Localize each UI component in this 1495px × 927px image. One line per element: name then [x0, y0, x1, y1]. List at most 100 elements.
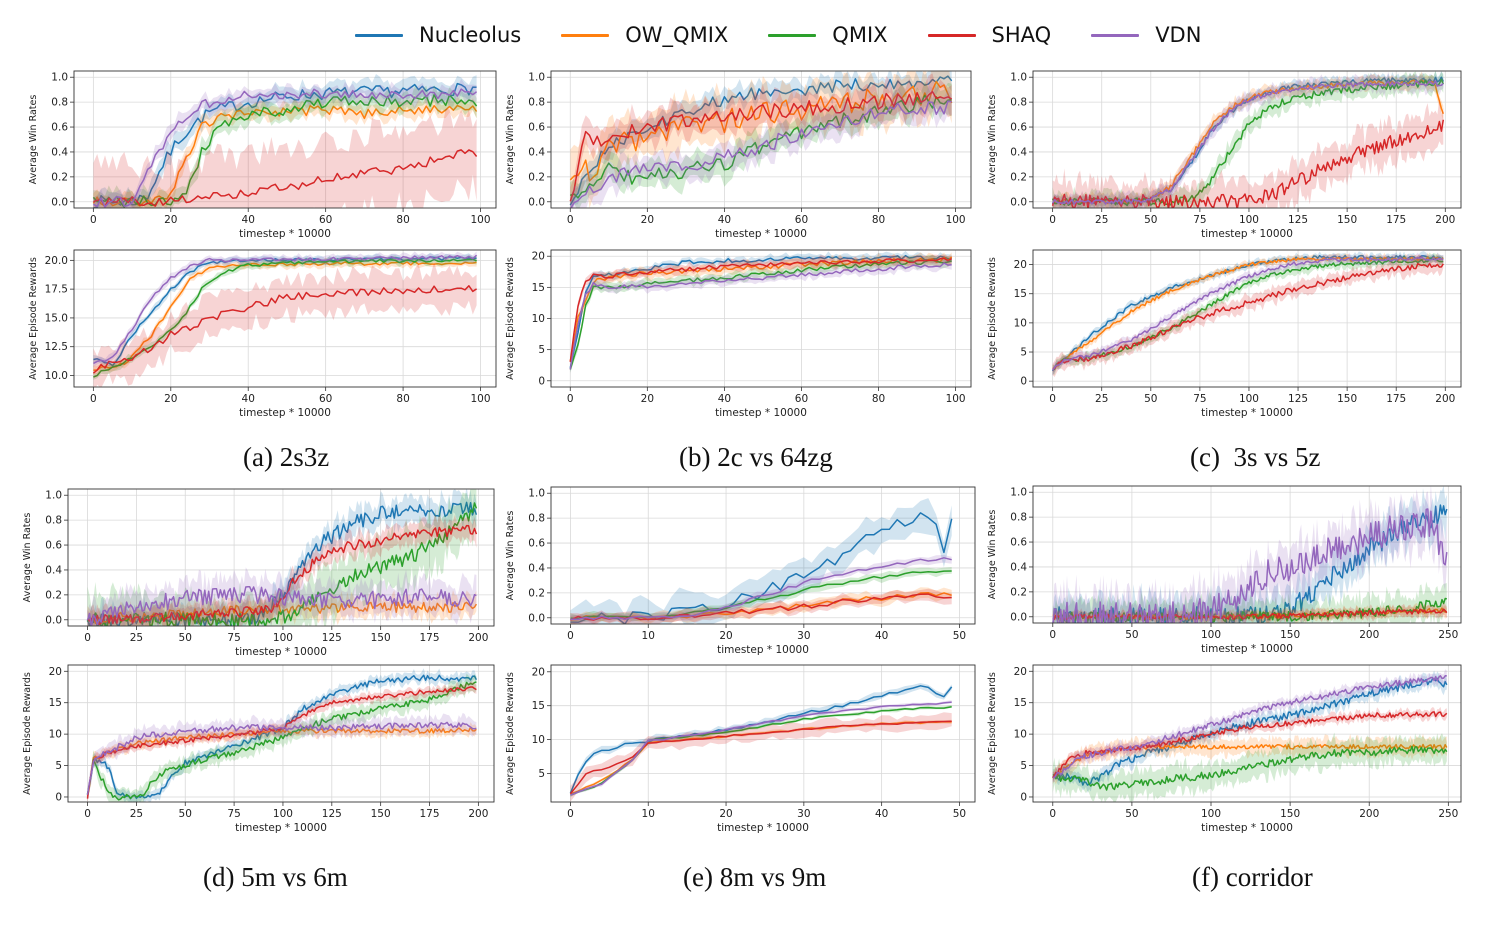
y-tick-label: 0.6	[528, 122, 545, 134]
x-tick-label: 20	[641, 214, 654, 226]
x-tick-label: 20	[719, 808, 732, 820]
series-line-vdn	[86, 585, 477, 626]
caption-corridor: (f) corridor	[1192, 862, 1313, 892]
plot-area	[1051, 251, 1444, 377]
x-tick-label: 50	[953, 630, 966, 642]
x-tick-label: 0	[1049, 393, 1056, 405]
plot-frame	[550, 249, 972, 388]
y-tick-label: 10.0	[45, 370, 68, 382]
band-ow-qmix	[570, 71, 952, 208]
band-qmix	[1052, 71, 1444, 208]
y-tick-label: 0	[1020, 376, 1027, 388]
series-line-shaq	[569, 720, 952, 795]
y-tick-label: 20.0	[45, 255, 68, 267]
series-line-shaq	[92, 285, 478, 374]
band-nucleolus	[87, 489, 477, 626]
x-tick-label: 200	[1435, 393, 1455, 405]
band-qmix	[93, 85, 477, 208]
y-tick-label: 20	[49, 666, 62, 678]
legend: Nucleolus OW_QMIX QMIX SHAQ VDN	[355, 18, 1241, 52]
x-tick-label: 150	[1280, 808, 1300, 820]
y-tick-label: 15	[1014, 697, 1027, 709]
series-line-vdn	[569, 100, 952, 208]
x-tick-label: 75	[1193, 214, 1206, 226]
y-tick-label: 1.0	[528, 488, 545, 500]
x-tick-label: 50	[1125, 808, 1138, 820]
y-tick-label: 0.2	[1010, 586, 1027, 598]
band-vdn	[1052, 71, 1444, 208]
plot-area	[569, 71, 953, 208]
y-tick-label: 10	[49, 729, 62, 741]
legend-label: Nucleolus	[419, 23, 522, 47]
plot-area	[92, 74, 478, 208]
x-tick-label: 100	[1239, 393, 1259, 405]
x-axis-label: timestep * 10000	[717, 644, 809, 656]
x-tick-label: 60	[319, 393, 332, 405]
band-ow-qmix	[570, 252, 952, 365]
y-tick-label: 1.0	[528, 72, 545, 84]
x-axis-label: timestep * 10000	[715, 407, 807, 419]
y-tick-label: 0.8	[51, 97, 68, 109]
y-tick-label: 0.4	[1010, 561, 1027, 573]
series-line-nucleolus	[86, 674, 478, 800]
y-tick-label: 5	[55, 760, 62, 772]
band-vdn	[570, 259, 952, 374]
x-tick-label: 100	[1239, 214, 1259, 226]
y-tick-label: 1.0	[45, 490, 62, 502]
y-tick-label: 0.8	[1010, 512, 1027, 524]
x-tick-label: 20	[164, 393, 177, 405]
plot-frame	[550, 486, 976, 625]
chart-d-reward: 0 25 50 75 100 125 150 175 200 0 5 10 15 20 timestep *…	[22, 664, 495, 834]
x-tick-label: 0	[90, 393, 97, 405]
y-axis-label: Average Episode Rewards	[987, 672, 998, 795]
y-tick-label: 0.6	[528, 538, 545, 550]
plot-frame	[550, 664, 976, 803]
series-line-ow-qmix	[86, 726, 477, 797]
caption-2s3z: (a) 2s3z	[243, 442, 330, 472]
chart-d-win: 0 25 50 75 100 125 150 175 200 0.0 0.2 0.4 0.6 0.8 1.0…	[22, 488, 495, 658]
series-line-nucleolus	[1052, 677, 1448, 786]
x-tick-label: 200	[468, 808, 488, 820]
x-tick-label: 200	[1359, 629, 1379, 641]
y-tick-label: 0.4	[51, 146, 68, 158]
band-nucleolus	[1052, 486, 1447, 623]
band-vdn	[87, 712, 477, 800]
y-tick-label: 0.2	[528, 587, 545, 599]
caption-2c-vs-64zg: (b) 2c vs 64zg	[679, 442, 833, 472]
plot-area	[569, 250, 953, 374]
x-tick-label: 50	[1144, 214, 1157, 226]
x-tick-label: 20	[164, 214, 177, 226]
plot-frame	[1032, 485, 1462, 624]
plot-frame	[1032, 249, 1462, 388]
x-tick-label: 30	[797, 808, 810, 820]
series-line-vdn	[570, 557, 952, 621]
band-qmix	[570, 254, 952, 373]
legend-swatch	[1091, 33, 1140, 37]
legend-swatch	[355, 33, 403, 37]
legend-item-nucleolus: Nucleolus	[355, 23, 521, 47]
series-line-shaq	[1052, 262, 1444, 370]
y-tick-label: 15	[1014, 288, 1027, 300]
series-line-nucleolus	[569, 254, 952, 368]
band-nucleolus	[87, 668, 477, 802]
band-vdn	[570, 85, 952, 208]
chart-e-reward: 0 10 20 30 40 50 5 10 15 20 timestep * 10000 Averag…	[505, 664, 976, 834]
x-tick-label: 50	[179, 632, 192, 644]
plot-area	[569, 683, 953, 802]
plot-frame	[1032, 664, 1462, 803]
series-line-vdn	[1051, 256, 1444, 371]
y-tick-label: 5	[1020, 347, 1027, 359]
series-line-vdn	[1052, 675, 1447, 779]
plot-area	[1052, 486, 1448, 623]
x-tick-label: 100	[273, 632, 293, 644]
y-tick-label: 0.0	[45, 614, 62, 626]
x-tick-label: 0	[90, 214, 97, 226]
x-tick-label: 100	[946, 214, 966, 226]
series-line-shaq	[93, 149, 478, 208]
x-axis-label: timestep * 10000	[1201, 407, 1293, 419]
series-line-vdn	[93, 254, 478, 365]
series-line-qmix	[1052, 745, 1448, 791]
x-tick-label: 60	[795, 214, 808, 226]
plot-area	[92, 251, 478, 387]
